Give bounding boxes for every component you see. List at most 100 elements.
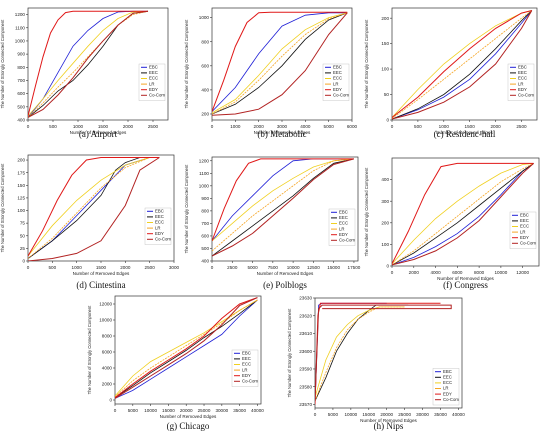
chart-chicago: 0 5000 10000 15000 20000 25000 30000 35000 40000… xyxy=(87,295,264,431)
legend-label-ecc: ECC xyxy=(339,221,348,226)
series-line-ecc xyxy=(392,163,534,265)
x-tick-label: 10000 xyxy=(344,412,357,417)
y-tick-label: 75 xyxy=(20,221,26,226)
x-tick-label: 5000 xyxy=(247,265,258,270)
series-line-edy xyxy=(28,10,148,117)
y-tick-label: 150 xyxy=(381,41,389,46)
legend-box xyxy=(138,63,166,101)
legend-label-co-com: Co-Com xyxy=(443,397,459,402)
x-tick-label: 2000 xyxy=(490,124,501,129)
y-tick-label: 100 xyxy=(381,242,389,247)
x-tick-label: 0 xyxy=(27,124,30,129)
y-tick-label: 900 xyxy=(201,196,209,201)
series-line-ebc xyxy=(115,299,258,399)
x-tick-label: 2500 xyxy=(516,124,527,129)
y-tick-label: 200 xyxy=(201,112,209,117)
series-line-ecc xyxy=(315,306,405,398)
series-line-edy xyxy=(115,297,258,398)
x-tick-label: 10000 xyxy=(287,265,300,270)
y-tick-label: 600 xyxy=(17,91,25,96)
y-tick-label: 23580 xyxy=(299,384,312,389)
chart-caption: (a) Airport xyxy=(79,129,118,139)
x-tick-label: 500 xyxy=(49,124,57,129)
y-tick-label: 125 xyxy=(17,196,25,201)
series-line-lr xyxy=(115,299,258,398)
legend-label-co-com: Co-Com xyxy=(333,93,349,98)
chart-caption: (d) Cintestina xyxy=(76,280,125,290)
y-tick-label: 0 xyxy=(386,264,389,269)
series-group xyxy=(212,11,348,116)
x-tick-label: 2500 xyxy=(227,265,238,270)
series-line-eec xyxy=(115,299,258,398)
legend-box xyxy=(507,63,535,101)
x-axis-label: Number of Removed Edges xyxy=(436,130,493,135)
series-line-lr xyxy=(212,12,348,115)
y-axis-label: The Number of Strongly Connected Compone… xyxy=(0,163,5,253)
y-tick-label: 150 xyxy=(17,183,25,188)
legend-label-edy: EDY xyxy=(339,232,348,237)
legend-label-co-com: Co-Com xyxy=(149,93,165,98)
chart-caption: (b) Metabolic xyxy=(257,129,306,139)
legend-box xyxy=(509,211,537,249)
y-tick-label: 400 xyxy=(201,259,209,264)
y-tick-label: 400 xyxy=(381,177,389,182)
y-tick-label: 500 xyxy=(17,104,25,109)
y-tick-label: 23620 xyxy=(299,313,312,318)
y-tick-label: 400 xyxy=(201,87,209,92)
y-tick-label: 200 xyxy=(381,220,389,225)
legend-label-edy: EDY xyxy=(518,87,527,92)
x-tick-label: 500 xyxy=(414,124,422,129)
x-tick-label: 2500 xyxy=(148,124,159,129)
x-tick-label: 0 xyxy=(27,265,30,270)
y-tick-label: 300 xyxy=(381,199,389,204)
y-tick-label: 0 xyxy=(386,118,389,123)
series-line-ebc xyxy=(392,10,533,120)
legend-label-lr: LR xyxy=(520,229,526,234)
chart-metabolic: 0 1000 2000 3000 4000 5000 6000 200 400 600 800 100… xyxy=(184,7,358,139)
series-line-edy xyxy=(212,11,348,112)
x-tick-label: 5000 xyxy=(128,408,139,413)
x-tick-label: 15000 xyxy=(327,265,340,270)
series-group xyxy=(392,162,534,266)
series-line-eec xyxy=(392,10,533,120)
legend-label-ecc: ECC xyxy=(155,220,164,225)
chart-caption: (h) Nips xyxy=(374,421,404,431)
chart-nips: 0 5000 10000 15000 20000 25000 30000 35000 40000… xyxy=(287,296,465,431)
y-axis-label: The Number of Strongly Connected Compone… xyxy=(0,19,5,109)
y-tick-label: 1000 xyxy=(15,39,26,44)
y-tick-label: 12000 xyxy=(99,302,112,307)
series-line-eec xyxy=(28,157,160,259)
series-line-lr xyxy=(28,10,149,118)
series-group xyxy=(115,297,258,399)
series-line-edy xyxy=(212,158,354,242)
y-tick-label: 6000 xyxy=(102,350,113,355)
x-tick-label: 15000 xyxy=(162,408,175,413)
legend-label-lr: LR xyxy=(155,225,161,230)
x-tick-label: 3000 xyxy=(277,124,288,129)
y-tick-label: 23630 xyxy=(299,296,312,301)
y-tick-label: 600 xyxy=(201,234,209,239)
series-line-co-com xyxy=(392,10,533,120)
y-tick-label: 800 xyxy=(17,65,25,70)
y-tick-label: 700 xyxy=(17,78,25,83)
legend-label-ecc: ECC xyxy=(443,380,452,385)
y-tick-label: 1000 xyxy=(199,183,210,188)
x-tick-label: 5000 xyxy=(328,412,339,417)
series-line-ecc xyxy=(28,10,149,117)
y-tick-label: 600 xyxy=(201,63,209,68)
y-tick-label: 1200 xyxy=(15,12,26,17)
y-tick-label: 400 xyxy=(17,118,25,123)
x-tick-label: 500 xyxy=(48,265,56,270)
series-line-eec xyxy=(315,304,409,402)
y-tick-label: 23570 xyxy=(299,402,312,407)
y-tick-label: 1000 xyxy=(199,15,210,20)
legend-box xyxy=(328,208,356,246)
x-tick-label: 1000 xyxy=(439,124,450,129)
series-group xyxy=(28,10,149,118)
x-tick-label: 35000 xyxy=(434,412,447,417)
